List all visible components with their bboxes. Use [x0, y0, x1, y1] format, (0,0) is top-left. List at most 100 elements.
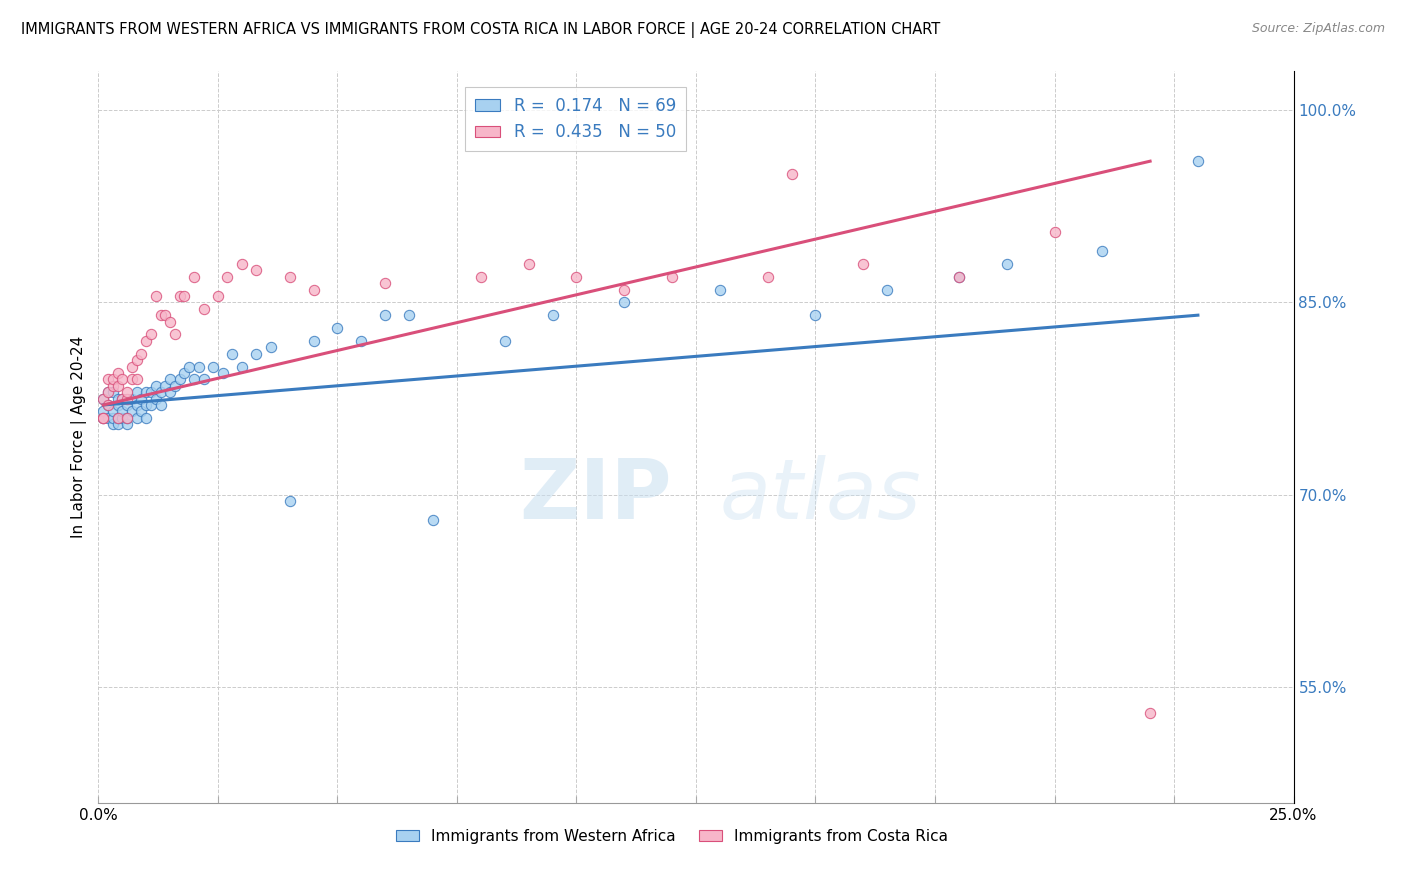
- Point: [302, 334, 325, 348]
- Point: [111, 410, 134, 425]
- Point: [517, 257, 540, 271]
- Point: [163, 378, 186, 392]
- Point: [159, 385, 181, 400]
- Point: [97, 385, 120, 400]
- Point: [125, 398, 148, 412]
- Point: [709, 283, 731, 297]
- Point: [107, 392, 129, 406]
- Text: Source: ZipAtlas.com: Source: ZipAtlas.com: [1251, 22, 1385, 36]
- Point: [101, 378, 124, 392]
- Point: [115, 410, 138, 425]
- Point: [91, 410, 114, 425]
- Legend: Immigrants from Western Africa, Immigrants from Costa Rica: Immigrants from Western Africa, Immigran…: [389, 822, 955, 850]
- Point: [155, 378, 177, 392]
- Point: [115, 385, 138, 400]
- Point: [494, 334, 516, 348]
- Point: [183, 269, 205, 284]
- Point: [125, 385, 148, 400]
- Point: [91, 392, 114, 406]
- Point: [202, 359, 225, 374]
- Point: [613, 283, 636, 297]
- Point: [221, 346, 243, 360]
- Point: [139, 327, 162, 342]
- Point: [1187, 154, 1209, 169]
- Point: [107, 366, 129, 380]
- Point: [179, 359, 201, 374]
- Point: [149, 398, 172, 412]
- Point: [97, 398, 120, 412]
- Point: [245, 346, 267, 360]
- Point: [131, 346, 153, 360]
- Point: [107, 410, 129, 425]
- Point: [135, 334, 157, 348]
- Point: [115, 417, 138, 432]
- Point: [125, 372, 148, 386]
- Point: [217, 269, 239, 284]
- Point: [470, 269, 492, 284]
- Point: [145, 289, 167, 303]
- Point: [422, 514, 444, 528]
- Point: [193, 372, 215, 386]
- Point: [173, 289, 195, 303]
- Point: [948, 269, 970, 284]
- Point: [101, 417, 124, 432]
- Point: [661, 269, 683, 284]
- Point: [278, 269, 301, 284]
- Point: [398, 308, 420, 322]
- Point: [613, 295, 636, 310]
- Point: [139, 398, 162, 412]
- Point: [121, 404, 143, 418]
- Point: [259, 340, 281, 354]
- Point: [207, 289, 229, 303]
- Point: [145, 392, 167, 406]
- Point: [91, 410, 114, 425]
- Point: [91, 404, 114, 418]
- Point: [231, 257, 253, 271]
- Point: [115, 410, 138, 425]
- Point: [101, 404, 124, 418]
- Point: [302, 283, 325, 297]
- Point: [193, 301, 215, 316]
- Point: [101, 372, 124, 386]
- Point: [995, 257, 1018, 271]
- Point: [111, 404, 134, 418]
- Text: ZIP: ZIP: [520, 455, 672, 536]
- Point: [121, 392, 143, 406]
- Point: [131, 404, 153, 418]
- Point: [780, 167, 803, 181]
- Point: [107, 417, 129, 432]
- Point: [804, 308, 827, 322]
- Point: [97, 398, 120, 412]
- Point: [115, 398, 138, 412]
- Point: [756, 269, 779, 284]
- Point: [231, 359, 253, 374]
- Point: [852, 257, 875, 271]
- Point: [948, 269, 970, 284]
- Point: [149, 308, 172, 322]
- Point: [101, 385, 124, 400]
- Point: [1091, 244, 1114, 258]
- Point: [145, 378, 167, 392]
- Point: [374, 276, 396, 290]
- Point: [169, 289, 191, 303]
- Point: [163, 327, 186, 342]
- Point: [211, 366, 233, 380]
- Point: [139, 385, 162, 400]
- Point: [135, 385, 157, 400]
- Point: [278, 494, 301, 508]
- Point: [173, 366, 195, 380]
- Point: [169, 372, 191, 386]
- Point: [97, 372, 120, 386]
- Point: [155, 308, 177, 322]
- Point: [1139, 706, 1161, 720]
- Point: [245, 263, 267, 277]
- Point: [131, 392, 153, 406]
- Point: [107, 378, 129, 392]
- Point: [97, 410, 120, 425]
- Point: [125, 410, 148, 425]
- Point: [115, 392, 138, 406]
- Point: [187, 359, 209, 374]
- Point: [159, 315, 181, 329]
- Point: [149, 385, 172, 400]
- Point: [541, 308, 564, 322]
